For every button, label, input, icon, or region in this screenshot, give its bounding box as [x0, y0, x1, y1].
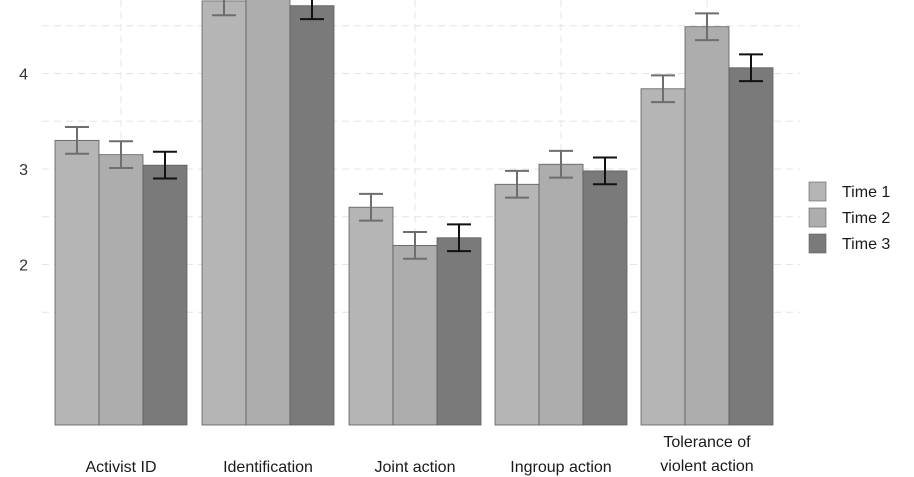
bar-time-3 — [728, 67, 774, 426]
y-tick-label: 3 — [19, 162, 28, 179]
legend-label: Time 1 — [842, 184, 890, 201]
x-tick-label: Identification — [223, 459, 313, 476]
bar-time-3 — [436, 237, 482, 426]
x-tick-label: Joint action — [375, 459, 456, 476]
legend-swatch — [808, 207, 827, 228]
x-axis: Activist ID Identification Joint action Ing… — [85, 434, 753, 476]
bar-time-1 — [640, 88, 686, 426]
legend-label: Time 3 — [842, 236, 890, 253]
bar-time-3 — [582, 170, 628, 426]
bar-time-1 — [494, 183, 540, 426]
bar-time-1 — [348, 206, 394, 426]
y-axis: 2345 — [19, 67, 28, 275]
error-bars-layer — [65, 0, 763, 260]
y-tick-label: 4 — [19, 67, 28, 84]
bars-layer — [54, 0, 774, 426]
legend-swatch — [808, 233, 827, 254]
x-tick-label: Activist ID — [85, 459, 156, 476]
bar-time-3 — [289, 5, 335, 426]
bar-time-2 — [392, 244, 438, 426]
bar-time-1 — [201, 0, 247, 426]
x-tick-label: Ingroup action — [510, 459, 611, 476]
bar-time-2 — [98, 154, 144, 426]
bar-time-2 — [538, 163, 584, 426]
bar-time-2 — [684, 26, 730, 426]
legend-swatch — [808, 181, 827, 202]
x-tick-label: Tolerance of violent action — [660, 434, 753, 475]
bar-time-3 — [142, 164, 188, 426]
bar-time-2 — [245, 0, 291, 426]
legend: Time 1 Time 2 Time 3 — [808, 181, 890, 254]
y-tick-label: 2 — [19, 258, 28, 275]
bar-time-1 — [54, 139, 100, 426]
legend-label: Time 2 — [842, 210, 890, 227]
